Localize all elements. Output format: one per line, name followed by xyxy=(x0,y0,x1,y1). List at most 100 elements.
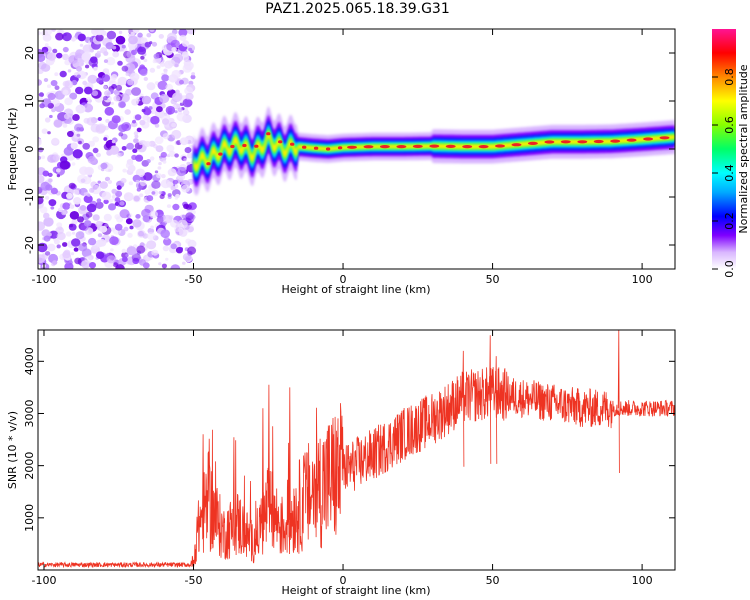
x-tick-label: -100 xyxy=(31,273,56,286)
noise-blob xyxy=(157,80,168,90)
noise-blob xyxy=(69,223,73,228)
x-tick-label: 0 xyxy=(340,574,347,587)
noise-blob xyxy=(62,80,70,88)
x-tick-label: 50 xyxy=(486,273,500,286)
noise-blob xyxy=(129,225,134,230)
noise-blob xyxy=(86,96,91,102)
noise-blob xyxy=(186,161,191,166)
noise-blob xyxy=(87,155,97,164)
noise-blob xyxy=(63,113,70,120)
noise-blob xyxy=(62,32,72,42)
noise-blob xyxy=(121,146,127,151)
noise-blob xyxy=(52,154,61,162)
noise-blob xyxy=(144,141,151,147)
noise-blob xyxy=(111,115,121,124)
noise-blob xyxy=(45,196,50,200)
noise-blob xyxy=(62,250,71,259)
noise-blob xyxy=(66,192,73,199)
noise-blob xyxy=(82,142,90,150)
noise-blob xyxy=(128,164,136,172)
noise-blob xyxy=(171,69,181,79)
noise-blob xyxy=(106,57,116,66)
noise-blob xyxy=(103,137,108,141)
snr-x-ticks: -100 -50 0 50 100 xyxy=(31,330,653,587)
noise-blob xyxy=(132,219,142,228)
noise-blob xyxy=(71,231,76,235)
noise-blob xyxy=(95,239,104,248)
noise-blob xyxy=(179,247,183,251)
noise-blob xyxy=(38,147,44,153)
noise-blob xyxy=(77,216,84,223)
noise-blob xyxy=(185,204,192,210)
noise-blob xyxy=(72,149,83,159)
noise-blob xyxy=(106,255,116,264)
noise-blob xyxy=(142,215,151,223)
noise-blob xyxy=(49,114,53,119)
noise-blob xyxy=(159,62,166,67)
colorbar-tick-label: 0.0 xyxy=(723,260,736,278)
ridge-peak xyxy=(254,144,259,148)
y-tick-label: 0 xyxy=(23,146,36,153)
noise-blob xyxy=(170,264,181,269)
noise-blob xyxy=(142,233,149,239)
noise-blob xyxy=(128,181,134,186)
x-tick-label: 0 xyxy=(340,273,347,286)
noise-blob xyxy=(63,146,74,156)
noise-blob xyxy=(96,77,104,84)
noise-blob xyxy=(135,154,144,162)
noise-blob xyxy=(167,193,172,197)
noise-blob xyxy=(62,46,69,53)
noise-blob xyxy=(53,119,63,128)
noise-blob xyxy=(181,51,189,58)
noise-blob xyxy=(149,29,155,32)
noise-blob xyxy=(136,127,142,133)
spectrogram-x-ticks: -100 -50 0 50 100 xyxy=(31,29,653,286)
noise-blob xyxy=(170,243,177,250)
ridge-peak xyxy=(218,152,223,156)
snr-series-line xyxy=(38,330,675,569)
noise-blob xyxy=(119,209,130,219)
noise-blob xyxy=(125,72,130,76)
noise-blob xyxy=(156,65,161,69)
noise-blob xyxy=(56,244,61,249)
ridge-peak xyxy=(593,139,604,144)
y-tick-label: -10 xyxy=(23,188,36,206)
noise-blob xyxy=(146,240,157,250)
noise-blob xyxy=(143,172,153,181)
noise-blob xyxy=(120,177,127,184)
noise-blob xyxy=(79,43,84,47)
ridge-peak xyxy=(659,136,670,140)
noise-blob xyxy=(54,85,60,90)
ridge-peak xyxy=(560,140,571,144)
noise-blob xyxy=(176,166,187,177)
noise-blob xyxy=(162,133,170,140)
noise-blob xyxy=(44,117,51,123)
noise-blob xyxy=(83,103,94,113)
noise-blob xyxy=(144,41,151,48)
noise-blob xyxy=(182,261,186,265)
noise-blob xyxy=(133,138,139,144)
noise-blob xyxy=(131,253,141,262)
noise-blob xyxy=(91,29,99,36)
ridge-peak xyxy=(412,144,423,148)
noise-blob xyxy=(140,180,147,187)
noise-blob xyxy=(139,119,146,126)
noise-blob xyxy=(87,74,98,84)
noise-blob xyxy=(75,231,85,240)
noise-blob xyxy=(56,52,63,59)
noise-blob xyxy=(107,180,113,184)
noise-blob xyxy=(176,112,187,122)
noise-blob xyxy=(99,181,109,189)
noise-blob xyxy=(92,214,100,221)
noise-blob xyxy=(184,147,192,154)
noise-blob xyxy=(95,201,104,209)
noise-blob xyxy=(113,95,121,102)
noise-blob xyxy=(106,30,117,40)
noise-blob xyxy=(43,78,49,82)
ridge-peak xyxy=(242,143,247,148)
noise-blob xyxy=(134,114,142,121)
spectrogram-y-axis-label: Frequency (Hz) xyxy=(6,108,19,191)
colorbar-label: Normalized spectral amplitude xyxy=(737,64,750,233)
noise-blob xyxy=(71,162,76,166)
